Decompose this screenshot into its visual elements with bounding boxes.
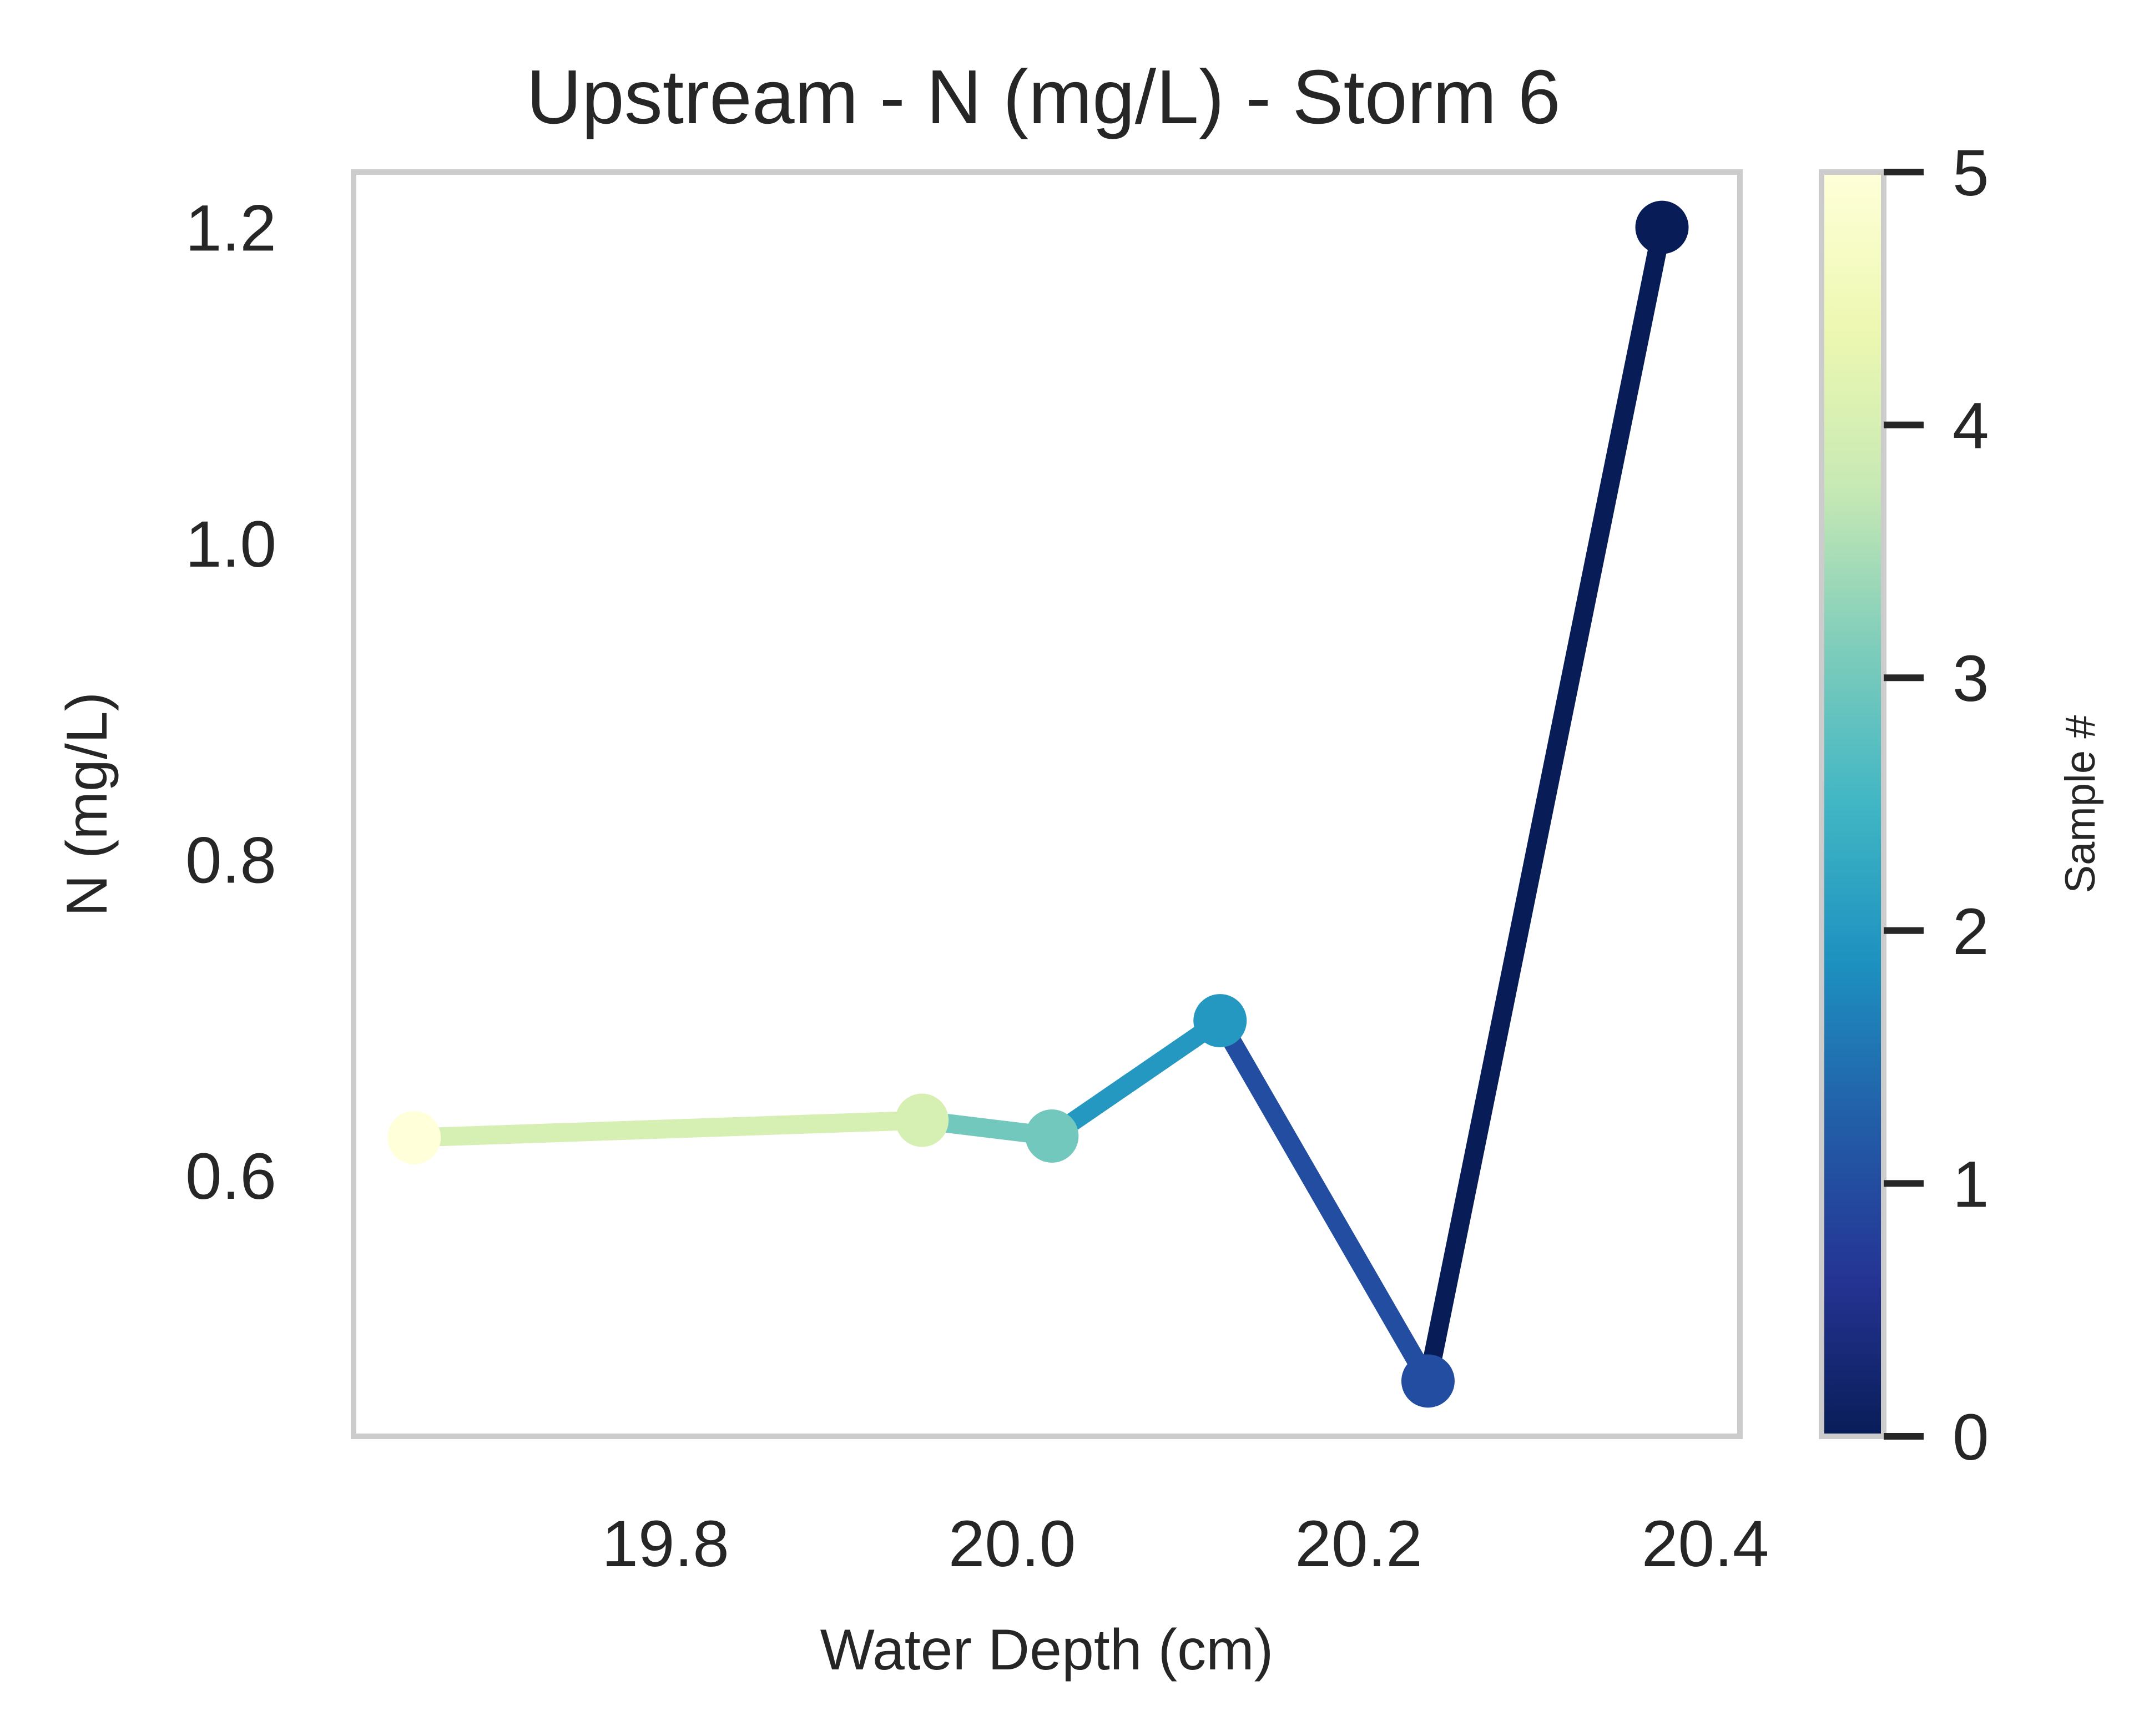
colorbar-ticks: 0 1 2 3 4 5 bbox=[1884, 137, 1989, 1474]
x-axis-ticks: 19.8 20.0 20.2 20.4 bbox=[602, 1507, 1769, 1581]
colorbar-tick-label: 4 bbox=[1953, 390, 1989, 463]
line-segment bbox=[1212, 1016, 1436, 1386]
x-tick-label: 20.4 bbox=[1642, 1507, 1769, 1581]
data-point bbox=[1635, 200, 1689, 254]
line-segment bbox=[1046, 1013, 1225, 1144]
colorbar-tick-label: 5 bbox=[1953, 137, 1989, 210]
y-axis-label: N (mg/L) bbox=[55, 692, 119, 916]
colorbar-tick-label: 1 bbox=[1953, 1148, 1989, 1221]
line-segment bbox=[1419, 225, 1672, 1383]
x-tick-label: 20.2 bbox=[1295, 1507, 1422, 1581]
data-point bbox=[1193, 994, 1247, 1048]
data-points bbox=[387, 200, 1689, 1408]
colorbar-tick-label: 0 bbox=[1953, 1401, 1989, 1474]
colorbar-gradient bbox=[1822, 172, 1884, 1436]
data-point bbox=[1025, 1109, 1079, 1163]
y-tick-label: 0.6 bbox=[185, 1140, 276, 1213]
line-segments bbox=[413, 225, 1672, 1386]
plot-frame bbox=[351, 169, 1743, 1439]
data-point bbox=[895, 1093, 949, 1147]
y-axis-ticks: 0.6 0.8 1.0 1.2 bbox=[185, 192, 276, 1214]
chart-title: Upstream - N (mg/L) - Storm 6 bbox=[526, 54, 1560, 140]
x-tick-label: 20.0 bbox=[949, 1507, 1076, 1581]
colorbar-frame bbox=[1819, 169, 1886, 1439]
y-tick-label: 1.0 bbox=[185, 508, 276, 581]
x-tick-label: 19.8 bbox=[602, 1507, 729, 1581]
line-segment bbox=[413, 1111, 922, 1147]
data-point bbox=[387, 1111, 441, 1164]
x-axis-label: Water Depth (cm) bbox=[820, 1618, 1274, 1682]
y-tick-label: 1.2 bbox=[185, 192, 276, 265]
colorbar-label: Sample # bbox=[2057, 715, 2104, 893]
y-tick-label: 0.8 bbox=[185, 824, 276, 897]
colorbar-tick-label: 2 bbox=[1953, 895, 1989, 968]
data-point bbox=[1401, 1354, 1455, 1408]
colorbar-tick-label: 3 bbox=[1953, 642, 1989, 715]
